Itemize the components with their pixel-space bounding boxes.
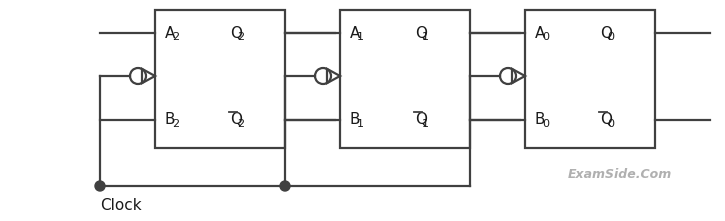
Text: Q: Q (415, 25, 427, 40)
Bar (525, 10, 655, 148)
Text: A: A (165, 25, 175, 40)
Text: B: B (165, 112, 175, 128)
Circle shape (280, 181, 290, 191)
Text: 2: 2 (172, 119, 179, 129)
Text: A: A (350, 25, 360, 40)
Text: B: B (535, 112, 545, 128)
Text: 2: 2 (172, 32, 179, 42)
Text: B: B (350, 112, 360, 128)
Text: Q: Q (230, 112, 242, 128)
Text: 2: 2 (237, 32, 244, 42)
Circle shape (95, 181, 105, 191)
Bar (340, 10, 470, 148)
Text: ExamSide.Com: ExamSide.Com (568, 168, 672, 181)
Text: 1: 1 (422, 119, 428, 129)
Text: Q: Q (600, 25, 612, 40)
Text: 1: 1 (357, 119, 364, 129)
Bar (155, 10, 285, 148)
Text: 0: 0 (607, 119, 614, 129)
Text: A: A (535, 25, 545, 40)
Text: 0: 0 (607, 32, 614, 42)
Text: Q: Q (230, 25, 242, 40)
Text: 0: 0 (542, 119, 549, 129)
Text: 0: 0 (542, 32, 549, 42)
Text: Clock: Clock (100, 198, 141, 213)
Text: Q: Q (600, 112, 612, 128)
Text: Q: Q (415, 112, 427, 128)
Text: 2: 2 (237, 119, 244, 129)
Text: 1: 1 (422, 32, 428, 42)
Text: 1: 1 (357, 32, 364, 42)
